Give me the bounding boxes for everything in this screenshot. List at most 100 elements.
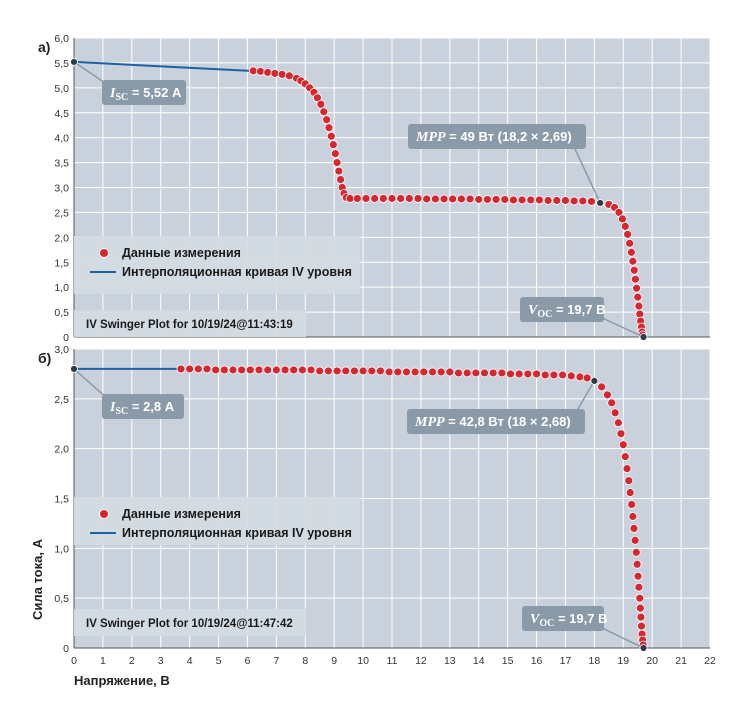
data-point [185,364,195,374]
data-point [332,158,342,167]
data-point [341,366,351,376]
callout-label: ISC = 5,52 А [109,85,182,103]
data-point [625,488,635,497]
data-point [330,149,340,159]
data-point [618,440,628,450]
data-point [387,194,397,203]
interpolation-curve [73,60,251,72]
data-point [575,372,585,382]
y-tick-label: 4,5 [54,108,69,120]
data-point [248,66,258,76]
data-point [569,196,579,206]
data-point [558,370,567,380]
data-point [506,369,515,379]
y-tick-label: 3,0 [54,344,69,356]
legend-label-line: Интерполяционная кривая IV уровня [122,526,352,540]
data-point [358,366,368,376]
data-point [627,500,637,509]
legend-point-marker [99,248,109,258]
data-point [500,195,510,204]
data-point [480,368,489,378]
data-point [430,194,440,204]
data-point [306,365,316,375]
callout-label: MPP = 42,8 Вт (18 × 2,68) [414,414,571,430]
data-point [578,196,588,206]
data-point [436,367,446,377]
data-point [336,175,345,184]
x-tick-label: 15 [502,655,514,667]
data-point [597,382,606,392]
callout-leader [73,61,109,86]
data-point [315,366,325,376]
callout-value: = 5,52 А [128,85,182,100]
callout-box [522,606,604,631]
x-tick-label: 22 [704,655,716,667]
data-point [523,369,533,379]
data-point [628,512,638,521]
data-point [254,365,264,375]
x-tick-label: 16 [531,655,543,667]
data-point [582,373,592,383]
data-point [566,371,576,381]
legend-label-points: Данные измерения [122,246,241,260]
data-point [245,365,255,375]
data-point [402,367,411,377]
callout-value: = 2,8 А [128,399,174,414]
callout-value: = 19,7 В [554,611,607,626]
data-point [445,367,455,377]
data-point [610,408,620,418]
data-point [345,194,355,203]
callout-box [102,394,184,419]
data-point [632,559,642,569]
callout-value: = 19,7 В [552,302,605,317]
callout-symbol: V [530,612,541,627]
y-tick-label: 2,5 [54,207,69,219]
y-tick-label: 4,0 [54,133,69,145]
data-point [370,194,380,203]
callout-symbol: MPP [414,415,445,430]
data-point [624,476,634,485]
y-tick-label: 2,0 [54,232,69,244]
key-point-marker [70,365,78,373]
y-tick-label: 1,5 [54,494,69,506]
plot-title: IV Swinger Plot for 10/19/24@11:47:42 [86,618,293,630]
data-point [422,194,432,204]
data-point [404,194,414,203]
data-point [193,364,203,374]
x-tick-label: 2 [129,655,135,667]
callout-subscript: OC [537,309,552,320]
x-tick-label: 8 [302,655,308,667]
callout-symbol: I [109,400,116,415]
data-point [393,367,403,377]
data-point [413,194,423,203]
data-point [326,131,336,141]
data-point [633,571,643,581]
y-tick-label: 0,5 [54,593,69,605]
panel-b-chart: 0 1 2 3 4 5 6 7 8 9 10 11 12 13 14 15 16 17 18 19 20 21 2200,5… [38,344,716,667]
data-point [271,365,281,375]
callout-label: MPP = 49 Вт (18,2 × 2,69) [415,129,572,145]
legend-label-points: Данные измерения [122,507,241,521]
data-point [552,196,562,205]
x-tick-label: 4 [187,655,193,667]
data-point [561,196,570,205]
y-tick-label: 1,0 [54,543,69,555]
data-point [324,123,334,133]
data-point [628,256,638,266]
legend-box [74,497,360,545]
data-point [378,194,388,203]
data-point [535,195,544,205]
y-tick-label: 3,5 [54,158,69,170]
callout-subscript: SC [115,92,128,103]
data-point [428,367,437,377]
data-point [620,221,630,231]
legend-point-marker [99,509,109,519]
data-point [509,195,518,205]
callout-leader [597,315,644,338]
data-point [622,464,632,474]
callout-label: VOC = 19,7 В [528,302,605,320]
callout-leader [73,368,109,400]
x-tick-label: 9 [331,655,337,667]
data-point [474,195,484,204]
